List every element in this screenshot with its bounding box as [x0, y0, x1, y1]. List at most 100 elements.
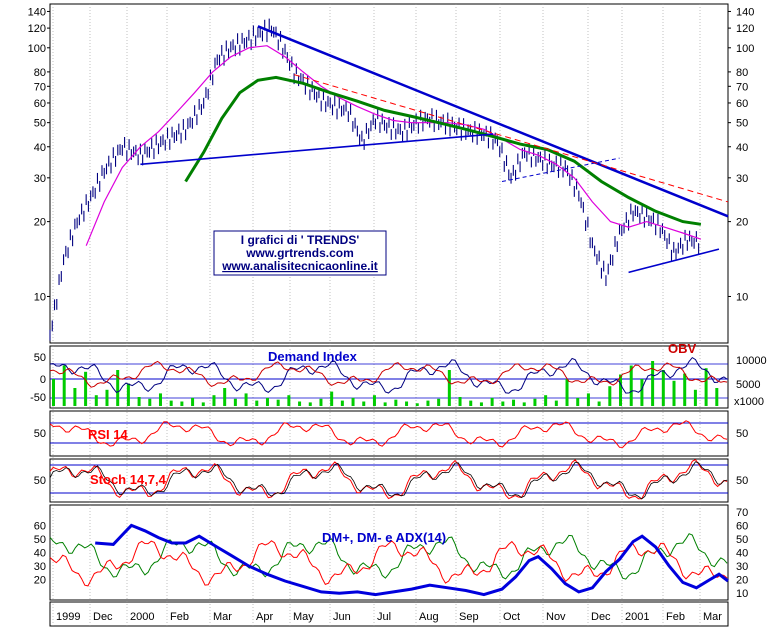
price-tick-right: 140 [736, 6, 754, 18]
price-tick-left: 140 [28, 6, 46, 18]
rsi-tick-left: 50 [34, 428, 46, 440]
month-label: Oct [503, 611, 520, 623]
volume-bar [629, 365, 633, 406]
dm-adx-title: DM+, DM- e ADX(14) [322, 530, 446, 545]
volume-bar [319, 398, 323, 406]
volume-bar [426, 400, 430, 406]
volume-bar [201, 402, 205, 406]
dm-tick-left: 30 [34, 561, 46, 573]
long-moving-average-line [184, 75, 702, 226]
rsi-tick-right: 50 [736, 428, 748, 440]
obv-line [49, 360, 728, 388]
price-tick-right: 40 [736, 142, 748, 154]
stoch-title: Stoch 14,7,4 [90, 472, 167, 487]
volume-bar [62, 365, 66, 406]
dm-tick-right: 30 [736, 561, 748, 573]
price-tick-right: 50 [736, 118, 748, 130]
month-label: Dec [591, 611, 611, 623]
price-tick-right: 100 [736, 43, 754, 55]
volume-bar [458, 397, 462, 406]
price-tick-left: 50 [34, 118, 46, 130]
volume-bar [704, 368, 708, 406]
volume-bar [512, 399, 516, 406]
price-tick-left: 40 [34, 142, 46, 154]
volume-bar [308, 402, 312, 406]
volume-bar [683, 373, 687, 406]
volume-bar [608, 386, 612, 406]
volume-bar [362, 401, 366, 406]
volume-bar [437, 398, 441, 406]
volume-bar [693, 389, 697, 406]
watermark-line2: www.grtrends.com [245, 246, 354, 260]
date-axis-frame [49, 601, 729, 627]
price-tick-left: 120 [28, 23, 46, 35]
volume-bar [191, 397, 195, 406]
volume-bar [447, 370, 451, 406]
price-tick-right: 20 [736, 217, 748, 229]
dm-tick-right: 40 [736, 548, 748, 560]
demand-index-title: Demand Index [268, 349, 358, 364]
dm-tick-left: 50 [34, 534, 46, 546]
dm-tick-right: 20 [736, 575, 748, 587]
volume-bar [73, 388, 77, 406]
month-label: Sep [459, 611, 479, 623]
stoch-k-line [49, 458, 728, 500]
volume-bar [661, 370, 665, 406]
panel-frame-1 [49, 345, 729, 409]
tick-labels: 1999 Dec 2000 Feb Mar Apr May Jun Jul Aug Sep Oct No… [28, 6, 767, 623]
volume-bar [137, 397, 141, 406]
dm-tick-right: 60 [736, 520, 748, 532]
volume-bar [651, 361, 655, 406]
volume-bar [533, 398, 537, 406]
month-label: Jun [333, 611, 351, 623]
volume-unit-label: x1000 [734, 396, 764, 408]
volume-bar [287, 395, 291, 406]
month-label: Dec [93, 611, 113, 623]
volume-bar [330, 391, 334, 406]
month-label: 2000 [130, 611, 154, 623]
month-label: 1999 [56, 611, 80, 623]
volume-bar [276, 399, 280, 406]
price-tick-left: 100 [28, 43, 46, 55]
panel-frame-4 [49, 504, 729, 601]
demand-tick-left: 50 [34, 352, 46, 364]
volume-bar [169, 400, 173, 406]
volume-bar [265, 397, 269, 406]
watermark-line1: I grafici di ' TRENDS' [241, 233, 360, 247]
volume-bar [105, 389, 109, 406]
volume-bar [544, 395, 548, 406]
volume-bar [565, 379, 569, 406]
volume-bar [116, 370, 120, 406]
rsi-line [49, 420, 728, 448]
stoch-tick-right: 50 [736, 475, 748, 487]
demand-tick-left: -50 [30, 392, 46, 404]
volume-bar [223, 388, 227, 406]
volume-bar [340, 400, 344, 406]
price-tick-right: 80 [736, 67, 748, 79]
panel-frame-0 [49, 3, 729, 344]
panel-frame-2 [49, 410, 729, 457]
month-label: Mar [213, 611, 232, 623]
dm-tick-right: 10 [736, 588, 748, 600]
volume-bar [554, 400, 558, 406]
panel-frames [49, 3, 729, 627]
volume-bar [405, 401, 409, 406]
trendline [628, 248, 720, 274]
obv-label: OBV [668, 341, 697, 356]
stoch-tick-left: 50 [34, 475, 46, 487]
volume-bar [52, 379, 55, 406]
month-label: Feb [170, 611, 189, 623]
dm-tick-left: 40 [34, 548, 46, 560]
month-label: Apr [256, 611, 273, 623]
price-tick-right: 10 [736, 291, 748, 303]
volume-bar [490, 397, 494, 406]
volume-bar [715, 388, 719, 406]
volume-bar [148, 398, 152, 406]
volume-bar [597, 401, 601, 406]
volume-bar [126, 383, 130, 406]
volume-bar [394, 399, 398, 406]
volume-bar [233, 398, 237, 406]
volume-bar [469, 400, 473, 406]
volume-bar [244, 393, 248, 406]
